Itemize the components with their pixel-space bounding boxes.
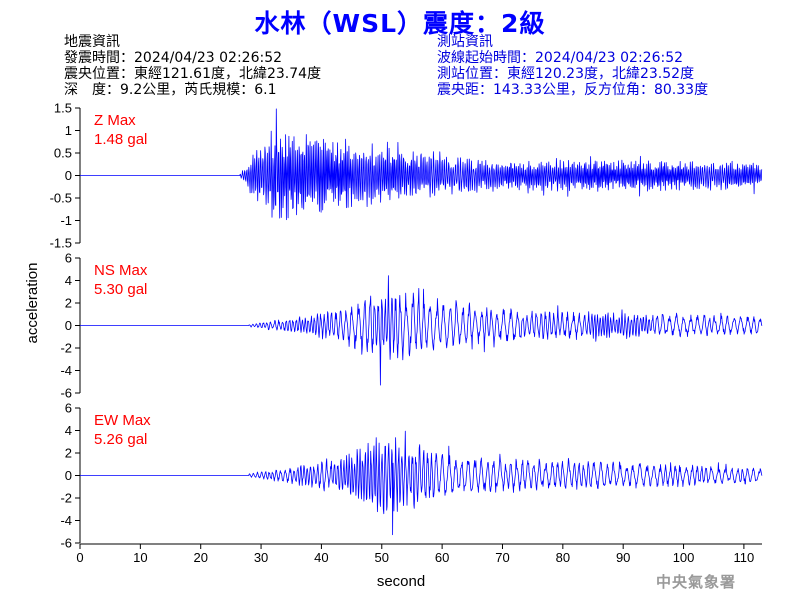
x-tick-label: 10 xyxy=(133,550,147,565)
max-label-ew: EW Max xyxy=(94,412,151,429)
max-label-ns: NS Max xyxy=(94,262,148,279)
x-tick-label: 0 xyxy=(76,550,83,565)
x-tick-label: 30 xyxy=(254,550,268,565)
x-tick-label: 60 xyxy=(435,550,449,565)
event-info-heading: 地震資訊 xyxy=(64,34,120,50)
station-info-heading: 測站資訊 xyxy=(437,34,493,50)
event-epicenter: 震央位置：東經121.61度，北緯23.74度 xyxy=(64,66,322,82)
max-value-z: 1.48 gal xyxy=(94,131,147,148)
y-tick-label: 0 xyxy=(65,468,72,483)
page-title: 水林（WSL）震度：2級 xyxy=(254,9,546,38)
event-info: 地震資訊 發震時間：2024/04/23 02:26:52 震央位置：東經121.6… xyxy=(64,34,321,98)
y-tick-label: 4 xyxy=(65,423,72,438)
x-tick-label: 80 xyxy=(556,550,570,565)
panel-ew: 6 4 2 0 -2 -4 -6 EW Max 5.26 gal xyxy=(60,401,763,551)
panels-layer: 1.5 1 0.5 0 -0.5 -1 -1.5 Z Max 1.48 gal 6 4 2 0 -2 -4 -… xyxy=(50,101,763,551)
y-tick-label: 0 xyxy=(65,318,72,333)
max-value-ew: 5.26 gal xyxy=(94,431,147,448)
y-tick-label: -1.5 xyxy=(50,236,72,251)
station-wave-start: 波線起始時間：2024/04/23 02:26:52 xyxy=(437,50,684,66)
y-tick-label: -0.5 xyxy=(50,191,72,206)
y-tick-label: 1 xyxy=(65,123,72,138)
event-depth-magnitude: 深 度：9.2公里，芮氏規模：6.1 xyxy=(64,82,277,98)
x-tick-label: 90 xyxy=(616,550,630,565)
y-tick-label: 6 xyxy=(65,251,72,266)
event-origin-time: 發震時間：2024/04/23 02:26:52 xyxy=(64,50,283,66)
x-axis-title: second xyxy=(377,573,425,590)
y-tick-label: 0.5 xyxy=(54,146,72,161)
station-location: 測站位置：東經120.23度，北緯23.52度 xyxy=(437,66,695,82)
y-tick-label: -4 xyxy=(60,363,72,378)
waveform-ns xyxy=(80,275,763,386)
y-tick-label: -4 xyxy=(60,513,72,528)
y-axis-title: acceleration xyxy=(24,263,41,344)
panel-ns: 6 4 2 0 -2 -4 -6 NS Max 5.30 gal xyxy=(60,251,763,401)
station-distance: 震央距：143.33公里，反方位角：80.33度 xyxy=(437,82,709,98)
agency-watermark: 中央氣象署 xyxy=(656,573,737,591)
waveform-z xyxy=(80,108,763,221)
station-info: 測站資訊 波線起始時間：2024/04/23 02:26:52 測站位置：東經120… xyxy=(437,34,708,98)
y-tick-label: -6 xyxy=(60,386,72,401)
y-tick-label: 0 xyxy=(65,168,72,183)
y-tick-label: 2 xyxy=(65,446,72,461)
y-tick-label: -2 xyxy=(60,341,72,356)
x-tick-label: 110 xyxy=(734,550,755,565)
x-tick-label: 40 xyxy=(314,550,328,565)
x-tick-label: 70 xyxy=(495,550,509,565)
y-tick-label: 6 xyxy=(65,401,72,416)
panel-z: 1.5 1 0.5 0 -0.5 -1 -1.5 Z Max 1.48 gal xyxy=(50,101,763,251)
y-tick-label: -2 xyxy=(60,491,72,506)
y-tick-label: -6 xyxy=(60,536,72,551)
waveform-ew xyxy=(80,430,763,536)
y-tick-label: 2 xyxy=(65,296,72,311)
max-value-ns: 5.30 gal xyxy=(94,281,147,298)
y-tick-label: 1.5 xyxy=(54,101,72,116)
x-axis: 0 10 20 30 40 50 60 70 80 90 100 110 xyxy=(76,543,762,565)
x-tick-label: 20 xyxy=(193,550,207,565)
x-tick-label: 50 xyxy=(375,550,389,565)
max-label-z: Z Max xyxy=(94,112,136,129)
y-tick-label: 4 xyxy=(65,273,72,288)
y-tick-label: -1 xyxy=(60,213,72,228)
x-tick-label: 100 xyxy=(673,550,695,565)
